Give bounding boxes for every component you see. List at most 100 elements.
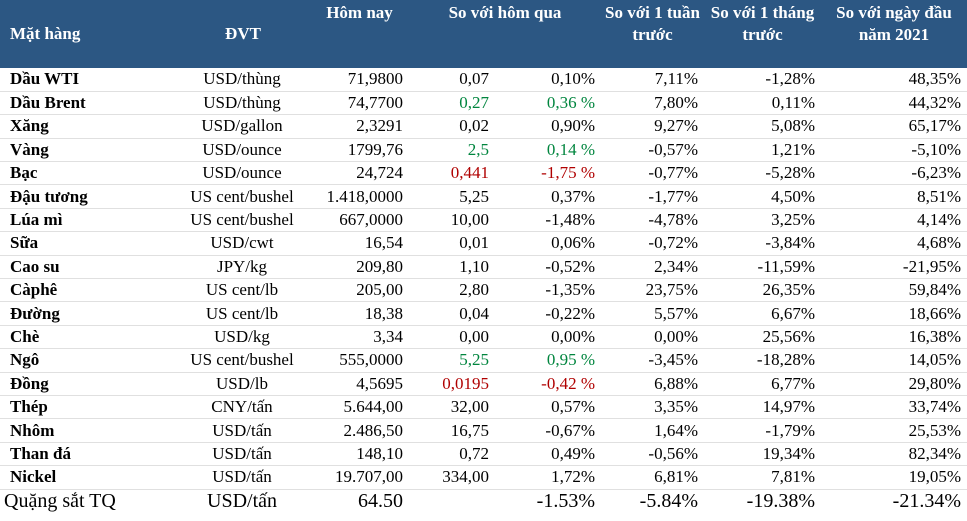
header-unit: ĐVT — [176, 0, 310, 68]
change-abs: 10,00 — [409, 208, 495, 233]
price-today: 71,9800 — [310, 68, 409, 92]
change-pct-week: 9,27% — [601, 114, 704, 139]
unit: USD/tấn — [176, 418, 310, 443]
commodity-name: Than đá — [0, 442, 176, 467]
change-pct-day: -0,67% — [495, 418, 601, 443]
change-pct-ytd: 29,80% — [821, 372, 967, 396]
price-today: 205,00 — [310, 278, 409, 303]
change-pct-week: -0,72% — [601, 231, 704, 256]
change-pct-month: -5,28% — [704, 161, 821, 186]
commodity-name: Dầu WTI — [0, 68, 176, 92]
change-pct-day: 0,57% — [495, 395, 601, 420]
unit: US cent/bushel — [176, 184, 310, 209]
commodity-name: Đồng — [0, 372, 176, 396]
change-pct-day: -0,42 % — [495, 372, 601, 396]
change-abs: 0,441 — [409, 161, 495, 186]
change-abs: 16,75 — [409, 418, 495, 443]
commodity-name: Nhôm — [0, 418, 176, 443]
change-pct-day: 0,49% — [495, 442, 601, 467]
table-row: Lúa mì US cent/bushel 667,0000 10,00 -1,48% -… — [0, 208, 967, 233]
change-pct-month: 6,67% — [704, 301, 821, 326]
price-today: 18,38 — [310, 301, 409, 326]
change-pct-week: 5,57% — [601, 301, 704, 326]
commodity-name: Sữa — [0, 231, 176, 256]
change-pct-week: -5.84% — [639, 489, 698, 512]
change-abs: 0,72 — [409, 442, 495, 467]
change-pct-month: 25,56% — [704, 325, 821, 350]
price-today: 5.644,00 — [310, 395, 409, 420]
change-pct-ytd: 4,68% — [821, 231, 967, 256]
unit: USD/ounce — [176, 161, 310, 186]
change-pct-month: 14,97% — [704, 395, 821, 420]
change-pct-week: 23,75% — [601, 278, 704, 303]
price-today: 64.50 — [358, 489, 403, 512]
change-pct-week: -1,77% — [601, 184, 704, 209]
change-pct-week: 1,64% — [601, 418, 704, 443]
table-row: Dầu Brent USD/thùng 74,7700 0,27 0,36 % 7,80%… — [0, 91, 967, 116]
table-row: Bạc USD/ounce 24,724 0,441 -1,75 % -0,77% -5,2… — [0, 161, 967, 186]
price-today: 148,10 — [310, 442, 409, 467]
table-row: Than đá USD/tấn 148,10 0,72 0,49% -0,56% 19,34… — [0, 442, 967, 467]
change-abs: 1,10 — [409, 255, 495, 280]
change-abs: 334,00 — [409, 465, 495, 490]
change-pct-day: -1,35% — [495, 278, 601, 303]
price-today: 24,724 — [310, 161, 409, 186]
table-row: Đồng USD/lb 4,5695 0,0195 -0,42 % 6,88% 6,77% 2… — [0, 372, 967, 396]
commodity-name: Thép — [0, 395, 176, 420]
change-abs: 0,01 — [409, 231, 495, 256]
change-pct-ytd: 33,74% — [821, 395, 967, 420]
commodity-name: Xăng — [0, 114, 176, 139]
table-row: Càphê US cent/lb 205,00 2,80 -1,35% 23,75% 26,… — [0, 278, 967, 303]
change-pct-ytd: 65,17% — [821, 114, 967, 139]
commodity-name: Ngô — [0, 348, 176, 373]
price-today: 3,34 — [310, 325, 409, 350]
change-pct-day: 1,72% — [495, 465, 601, 490]
change-pct-week: 3,35% — [601, 395, 704, 420]
price-today: 209,80 — [310, 255, 409, 280]
commodity-name: Nickel — [0, 465, 176, 490]
change-pct-day: 0,14 % — [495, 138, 601, 163]
price-today: 16,54 — [310, 231, 409, 256]
change-pct-week: 6,88% — [601, 372, 704, 396]
price-today: 1799,76 — [310, 138, 409, 163]
change-pct-month: -19.38% — [746, 489, 815, 512]
price-today: 2.486,50 — [310, 418, 409, 443]
change-abs: 5,25 — [409, 348, 495, 373]
unit: US cent/lb — [176, 278, 310, 303]
change-pct-day: -1.53% — [536, 489, 595, 512]
table-row: Cao su JPY/kg 209,80 1,10 -0,52% 2,34% -11,59%… — [0, 255, 967, 280]
change-abs: 0,02 — [409, 114, 495, 139]
change-pct-month: 3,25% — [704, 208, 821, 233]
commodity-name: Lúa mì — [0, 208, 176, 233]
unit: CNY/tấn — [176, 395, 310, 420]
change-pct-ytd: 16,38% — [821, 325, 967, 350]
change-pct-week: -0,77% — [601, 161, 704, 186]
change-pct-month: -18,28% — [704, 348, 821, 373]
change-abs: 0,27 — [409, 91, 495, 116]
price-today: 4,5695 — [310, 372, 409, 396]
change-pct-month: -3,84% — [704, 231, 821, 256]
price-today: 2,3291 — [310, 114, 409, 139]
table-row: Chè USD/kg 3,34 0,00 0,00% 0,00% 25,56% 16,38% — [0, 325, 967, 350]
unit: USD/tấn — [176, 442, 310, 467]
table-row: Xăng USD/gallon 2,3291 0,02 0,90% 9,27% 5,08% 6… — [0, 114, 967, 139]
table-row: Đậu tương US cent/bushel 1.418,0000 5,25 0,3… — [0, 184, 967, 209]
commodity-name: Càphê — [0, 278, 176, 303]
change-pct-day: 0,95 % — [495, 348, 601, 373]
change-pct-ytd: 44,32% — [821, 91, 967, 116]
unit: USD/cwt — [176, 231, 310, 256]
change-pct-ytd: -6,23% — [821, 161, 967, 186]
change-pct-month: 7,81% — [704, 465, 821, 490]
change-pct-day: -1,48% — [495, 208, 601, 233]
header-vs-year-start: So với ngày đầu năm 2021 — [821, 0, 967, 68]
table-row: Đường US cent/lb 18,38 0,04 -0,22% 5,57% 6,67%… — [0, 301, 967, 326]
table-row: Thép CNY/tấn 5.644,00 32,00 0,57% 3,35% 14,97%… — [0, 395, 967, 420]
change-pct-ytd: -5,10% — [821, 138, 967, 163]
header-vs-yesterday: So với hôm qua — [409, 0, 601, 68]
unit: USD/ounce — [176, 138, 310, 163]
change-pct-month: -1,79% — [704, 418, 821, 443]
change-pct-day: 0,06% — [495, 231, 601, 256]
table-row: Nhôm USD/tấn 2.486,50 16,75 -0,67% 1,64% -1,79… — [0, 418, 967, 443]
change-abs: 0,07 — [409, 68, 495, 92]
commodity-name: Đậu tương — [0, 184, 176, 209]
